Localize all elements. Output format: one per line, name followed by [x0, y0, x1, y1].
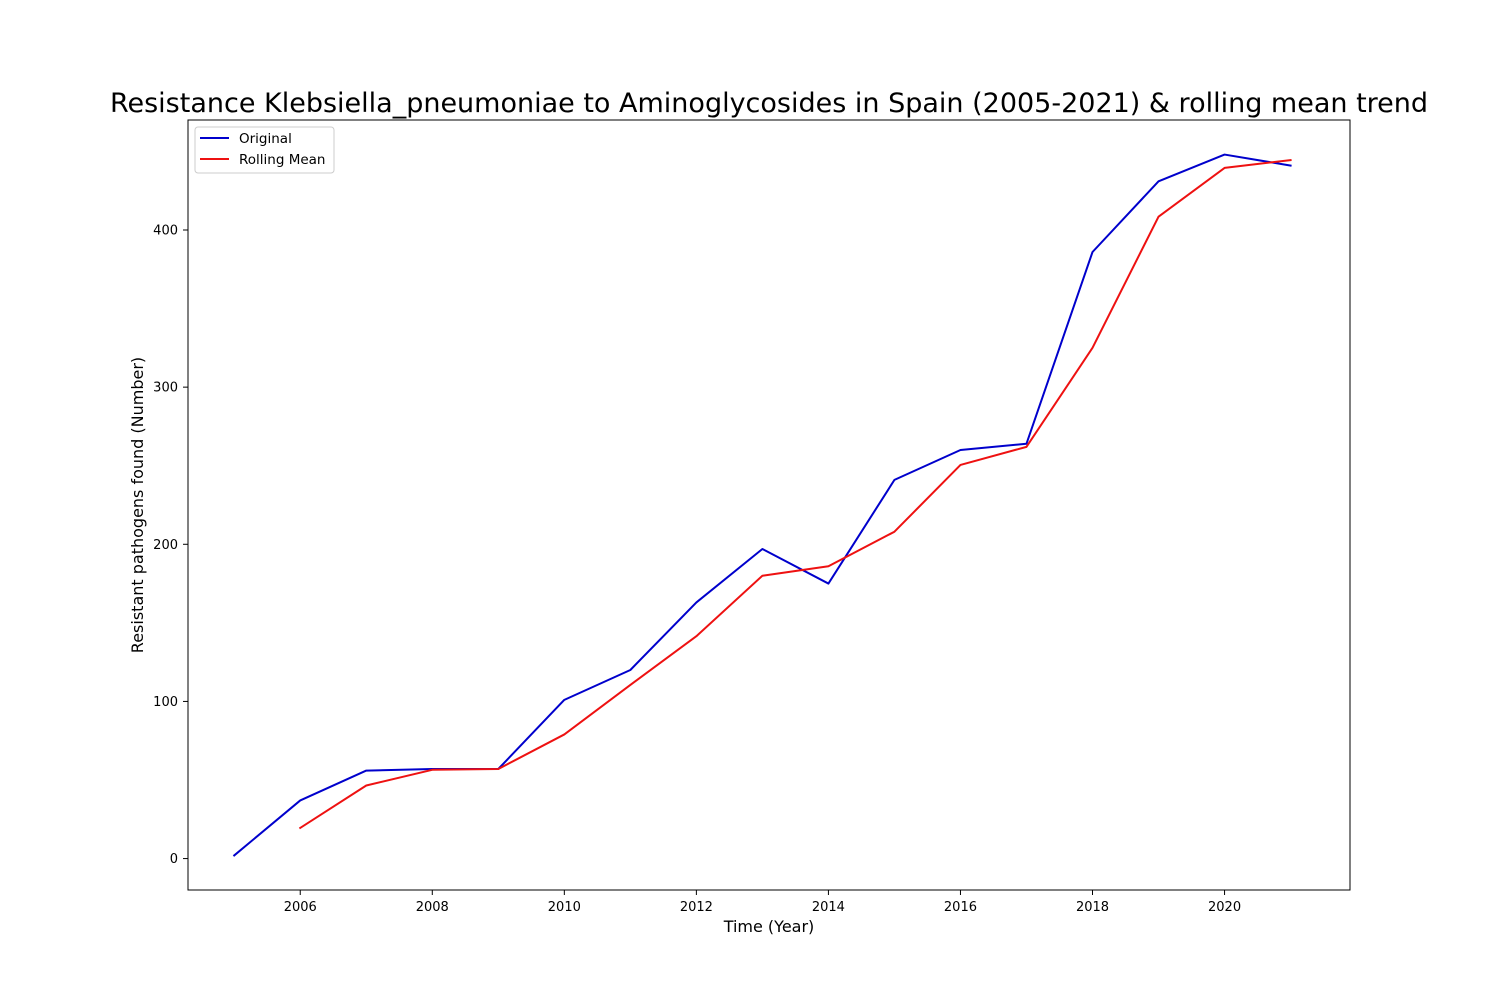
y-tick-label: 200 — [153, 538, 178, 553]
data-point-rolling-mean — [629, 684, 631, 686]
x-tick-label: 2012 — [680, 900, 713, 915]
data-point-rolling-mean — [1224, 167, 1226, 169]
data-point-original — [695, 601, 697, 603]
x-tick-label: 2006 — [284, 900, 317, 915]
y-axis-label: Resistant pathogens found (Number) — [128, 357, 147, 653]
x-axis-label: Time (Year) — [723, 917, 815, 936]
data-point-original — [1290, 165, 1292, 167]
series-layer — [232, 153, 1292, 857]
data-point-rolling-mean — [761, 575, 763, 577]
data-point-rolling-mean — [431, 769, 433, 771]
data-point-rolling-mean — [563, 733, 565, 735]
data-point-original — [365, 770, 367, 772]
data-point-original — [761, 548, 763, 550]
data-point-rolling-mean — [365, 785, 367, 787]
data-point-original — [827, 583, 829, 585]
plot-frame — [187, 119, 1351, 891]
y-tick-label: 100 — [153, 695, 178, 710]
y-tick-label: 0 — [170, 852, 178, 867]
data-point-original — [563, 699, 565, 701]
legend-box — [194, 126, 335, 174]
data-point-original — [959, 449, 961, 451]
legend: Original Rolling Mean — [194, 126, 335, 174]
data-point-original — [1158, 180, 1160, 182]
y-axis: 0 100 200 300 400 — [153, 224, 188, 867]
data-point-original — [893, 479, 895, 481]
data-point-original — [1224, 154, 1226, 156]
chart-title: Resistance Klebsiella_pneumoniae to Amin… — [110, 88, 1428, 119]
x-axis: 2006 2008 2010 2012 2014 2016 2018 2020 — [284, 890, 1241, 915]
x-tick-label: 2008 — [416, 900, 449, 915]
data-point-original — [1092, 251, 1094, 253]
data-point-rolling-mean — [1092, 347, 1094, 349]
series-line-original — [232, 153, 1292, 857]
y-tick-label: 300 — [153, 381, 178, 396]
data-point-rolling-mean — [827, 565, 829, 567]
legend-label-original: Original — [239, 131, 292, 147]
data-point-rolling-mean — [299, 827, 301, 829]
data-point-original — [629, 669, 631, 671]
data-point-rolling-mean — [1025, 446, 1027, 448]
x-tick-label: 2020 — [1208, 900, 1241, 915]
data-point-original — [299, 799, 301, 801]
data-point-rolling-mean — [497, 768, 499, 770]
y-tick-label: 400 — [153, 224, 178, 239]
x-tick-label: 2018 — [1076, 900, 1109, 915]
series-line-rolling-mean — [298, 158, 1292, 830]
data-point-rolling-mean — [1158, 216, 1160, 218]
data-point-rolling-mean — [893, 531, 895, 533]
plot-area — [188, 120, 1350, 890]
x-tick-label: 2014 — [812, 900, 845, 915]
data-point-original — [233, 854, 235, 856]
data-point-rolling-mean — [695, 635, 697, 637]
x-tick-label: 2010 — [548, 900, 581, 915]
x-tick-label: 2016 — [944, 900, 977, 915]
data-point-rolling-mean — [1290, 159, 1292, 161]
data-point-rolling-mean — [959, 464, 961, 466]
legend-label-rolling-mean: Rolling Mean — [239, 152, 325, 168]
